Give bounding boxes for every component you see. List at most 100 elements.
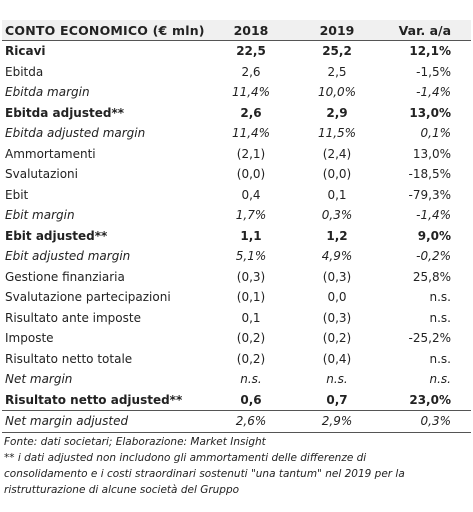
row-label: Risultato netto totale: [5, 351, 133, 366]
value-2019: 0,1: [327, 187, 347, 202]
table-row: Svalutazioni (0,0) (0,0) -18,5%: [2, 164, 471, 185]
value-2018: 2,6: [240, 105, 262, 120]
table-body: Ricavi 22,5 25,2 12,1% Ebitda 2,6 2,5 -1,5% Ebit…: [2, 41, 471, 433]
value-var: 25,8%: [412, 269, 451, 284]
row-label: Risultato netto adjusted**: [5, 392, 183, 407]
value-var: -1,4%: [416, 208, 451, 223]
value-2019: 11,5%: [317, 126, 357, 141]
value-var: n.s.: [429, 310, 452, 325]
value-var: -1,4%: [416, 85, 451, 100]
value-var: 0,3%: [380, 410, 471, 433]
value-2018: (2,1): [236, 146, 266, 161]
row-label: Net margin adjusted: [2, 410, 208, 433]
table-row: Risultato ante imposte 0,1 (0,3) n.s.: [2, 308, 471, 329]
income-statement-table: CONTO ECONOMICO (€ mln) 2018 2019 Var. a…: [2, 20, 471, 433]
row-label: Svalutazione partecipazioni: [5, 290, 171, 305]
value-2018: (0,2): [236, 351, 266, 366]
value-2019: (0,2): [322, 331, 352, 346]
value-2018: 22,5: [236, 44, 266, 59]
value-2018: n.s.: [240, 372, 262, 387]
value-var: 13,0%: [412, 146, 451, 161]
value-2018: 2,6%: [208, 410, 294, 433]
value-2019: (0,3): [322, 310, 352, 325]
value-var: 9,0%: [417, 228, 451, 243]
row-label: Gestione finanziaria: [5, 269, 125, 284]
value-var: -79,3%: [408, 187, 451, 202]
value-2019: 10,0%: [317, 85, 357, 100]
value-2019: 0,7: [326, 392, 348, 407]
value-2019: (0,4): [322, 351, 352, 366]
value-2018: 2,6: [241, 64, 261, 79]
value-2019: (2,4): [322, 146, 352, 161]
table-row: Ebit margin 1,7% 0,3% -1,4%: [2, 205, 471, 226]
table-row: Risultato netto adjusted** 0,6 0,7 23,0%: [2, 390, 471, 411]
value-var: n.s.: [429, 372, 452, 387]
table-row: Ebit adjusted margin 5,1% 4,9% -0,2%: [2, 246, 471, 267]
header-var: Var. a/a: [380, 20, 471, 41]
value-2018: 11,4%: [231, 126, 271, 141]
value-2018: (0,1): [236, 290, 266, 305]
row-label: Ebit adjusted**: [5, 228, 108, 243]
value-2018: (0,3): [236, 269, 266, 284]
table-row: Ricavi 22,5 25,2 12,1%: [2, 41, 471, 62]
value-2018: 1,1: [240, 228, 262, 243]
table-row: Ebit adjusted** 1,1 1,2 9,0%: [2, 226, 471, 247]
footnote-line: consolidamento e i costi straordinari so…: [4, 468, 405, 480]
value-2019: n.s.: [326, 372, 348, 387]
table-row: Ebitda 2,6 2,5 -1,5%: [2, 62, 471, 83]
table-row: Net margin n.s. n.s. n.s.: [2, 369, 471, 390]
header-label: CONTO ECONOMICO (€ mln): [2, 20, 208, 41]
value-2019: 2,5: [327, 64, 347, 79]
row-label: Ebitda adjusted**: [5, 105, 125, 120]
table-row: Ebit 0,4 0,1 -79,3%: [2, 185, 471, 206]
value-2018: 0,4: [241, 187, 261, 202]
value-2019: (0,3): [322, 269, 352, 284]
table-row: Svalutazione partecipazioni (0,1) 0,0 n.s.: [2, 287, 471, 308]
value-var: -18,5%: [408, 167, 451, 182]
row-label: Ricavi: [5, 44, 46, 59]
row-label: Risultato ante imposte: [5, 310, 141, 325]
value-var: -25,2%: [408, 331, 451, 346]
value-2019: 2,9%: [294, 410, 380, 433]
table-notes: Fonte: dati societari; Elaborazione: Mar…: [4, 434, 470, 498]
value-2018: 11,4%: [231, 85, 271, 100]
table-header-row: CONTO ECONOMICO (€ mln) 2018 2019 Var. a…: [2, 20, 471, 41]
value-2019: 0,0: [327, 290, 347, 305]
row-label: Ebitda adjusted margin: [5, 126, 146, 141]
value-2019: 4,9%: [321, 249, 353, 264]
value-2018: 5,1%: [235, 249, 267, 264]
table-row: Ebitda adjusted margin 11,4% 11,5% 0,1%: [2, 123, 471, 144]
value-var: n.s.: [429, 351, 452, 366]
value-var: 12,1%: [409, 44, 451, 59]
row-label: Ebitda margin: [5, 85, 90, 100]
row-label: Imposte: [5, 331, 54, 346]
value-2018: 0,1: [241, 310, 261, 325]
value-2018: 0,6: [240, 392, 262, 407]
footnote-line: ristrutturazione di alcune società del G…: [4, 484, 240, 496]
value-var: 0,1%: [420, 126, 452, 141]
table-row: Net margin adjusted 2,6% 2,9% 0,3%: [2, 410, 471, 433]
value-var: -1,5%: [416, 64, 451, 79]
table-row: Imposte (0,2) (0,2) -25,2%: [2, 328, 471, 349]
header-2019: 2019: [294, 20, 380, 41]
value-var: n.s.: [429, 290, 452, 305]
value-var: -0,2%: [416, 249, 451, 264]
table-row: Risultato netto totale (0,2) (0,4) n.s.: [2, 349, 471, 370]
row-label: Ebit adjusted margin: [5, 249, 131, 264]
row-label: Svalutazioni: [5, 167, 78, 182]
table-row: Ebitda adjusted** 2,6 2,9 13,0%: [2, 103, 471, 124]
table-row: Ebitda margin 11,4% 10,0% -1,4%: [2, 82, 471, 103]
value-2018: (0,0): [236, 167, 266, 182]
source-note: Fonte: dati societari; Elaborazione: Mar…: [4, 436, 266, 448]
table-row: Gestione finanziaria (0,3) (0,3) 25,8%: [2, 267, 471, 288]
value-2019: 25,2: [322, 44, 352, 59]
row-label: Ebit margin: [5, 208, 75, 223]
value-var: 23,0%: [409, 392, 451, 407]
row-label: Ebit: [5, 187, 29, 202]
value-2018: 1,7%: [235, 208, 267, 223]
footnote-line: ** i dati adjusted non includono gli amm…: [4, 452, 367, 464]
value-2019: (0,0): [322, 167, 352, 182]
value-2018: (0,2): [236, 331, 266, 346]
table-row: Ammortamenti (2,1) (2,4) 13,0%: [2, 144, 471, 165]
